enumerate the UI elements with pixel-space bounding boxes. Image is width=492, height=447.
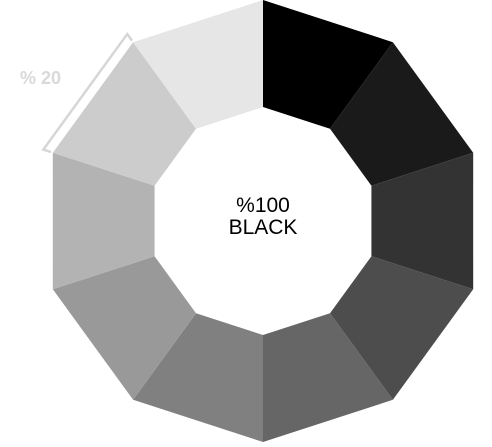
selected-color-name: BLACK [228,216,298,239]
shade-segment-80[interactable] [371,152,474,290]
shade-segment-20[interactable] [52,42,196,186]
shade-segment-60[interactable] [263,313,393,442]
shade-segment-50[interactable] [133,313,263,442]
callout-bracket [41,31,133,154]
shade-segment-30[interactable] [52,152,155,290]
shade-segment-100[interactable] [263,0,393,129]
center-label: %100 BLACK [163,195,363,239]
shade-segment-40[interactable] [52,256,196,400]
shade-segment-10[interactable] [133,0,263,129]
selected-percent: %100 [236,194,290,217]
shade-segment-90[interactable] [330,42,474,186]
shade-segments [52,0,474,442]
callout-label: % 20 [20,68,61,88]
shade-segment-70[interactable] [330,256,474,400]
